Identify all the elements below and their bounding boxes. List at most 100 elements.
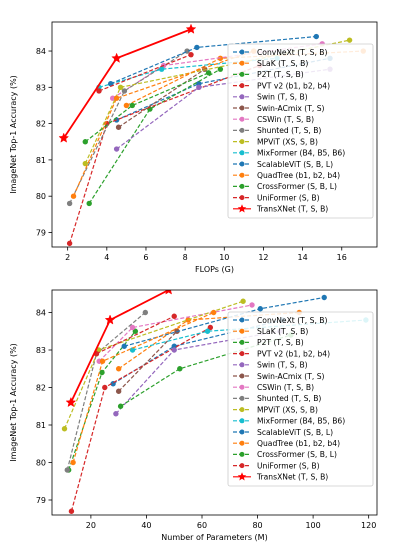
legend-label: ScalableViT (S, B, L) — [257, 428, 333, 437]
data-point — [68, 508, 75, 514]
series-14 — [96, 51, 194, 94]
x-axis-label: FLOPs (G) — [195, 265, 234, 274]
legend-entry: CrossFormer (S, B, L) — [233, 182, 337, 191]
legend-marker — [239, 105, 245, 111]
y-tick-label: 81 — [36, 421, 46, 430]
legend-entry: Swin (T, S, B) — [233, 361, 308, 370]
data-point — [113, 95, 120, 101]
data-point — [249, 302, 255, 308]
legend-entry: CSWin (T, S, B) — [233, 383, 314, 392]
legend-entry: TransXNet (T, S, B) — [233, 472, 328, 482]
legend-label: Swin (T, S, B) — [257, 93, 308, 102]
data-point — [196, 84, 202, 91]
x-tick-label: 16 — [337, 253, 347, 262]
legend-marker — [237, 472, 247, 481]
data-point — [65, 396, 77, 408]
series-11 — [121, 294, 327, 349]
legend-label: PVT v2 (b1, b2, b4) — [257, 81, 330, 90]
legend-label: CrossFormer (S, B, L) — [257, 450, 337, 459]
x-tick-label: 8 — [183, 253, 188, 262]
y-tick-label: 79 — [36, 496, 46, 505]
legend-entry: ScalableViT (S, B, L) — [233, 428, 333, 437]
legend-marker — [239, 127, 245, 133]
legend-label: MPViT (XS, S, B) — [257, 405, 318, 414]
legend-entry: QuadTree (b1, b2, b4) — [233, 171, 340, 180]
x-tick-label: 100 — [305, 521, 320, 530]
legend-entry: TransXNet (T, S, B) — [233, 204, 328, 214]
x-tick-label: 2 — [65, 253, 70, 262]
axes-frame — [51, 21, 378, 248]
legend-label: CSWin (T, S, B) — [257, 383, 314, 392]
data-point — [82, 160, 88, 167]
data-point — [194, 44, 200, 51]
series-line — [98, 57, 278, 88]
data-point — [70, 459, 76, 466]
data-point — [61, 426, 68, 432]
data-point — [102, 384, 108, 391]
legend-entry: Shunted (T, S, B) — [233, 126, 321, 135]
legend-label: QuadTree (b1, b2, b4) — [257, 171, 340, 180]
data-point — [210, 309, 217, 316]
legend-marker — [239, 407, 245, 413]
data-point — [108, 80, 114, 87]
legend-marker — [239, 440, 245, 446]
y-tick-label: 83 — [36, 346, 46, 355]
data-point — [123, 102, 130, 109]
legend-entry: SLaK (T, S, B) — [233, 59, 308, 68]
data-point — [129, 347, 136, 353]
data-point — [115, 388, 122, 394]
legend-marker — [239, 116, 245, 122]
legend-marker — [239, 451, 245, 457]
legend-label: ConvNeXt (T, S, B) — [257, 316, 327, 325]
legend-marker — [239, 418, 245, 424]
legend-entry: ScalableViT (S, B, L) — [233, 160, 333, 169]
legend-label: MPViT (XS, S, B) — [257, 137, 318, 146]
legend-marker — [239, 351, 245, 357]
series-line — [98, 54, 192, 92]
data-point — [64, 467, 70, 473]
legend-marker — [239, 60, 245, 66]
legend-entry: PVT v2 (b1, b2, b4) — [233, 349, 330, 358]
plot-area — [58, 23, 366, 247]
data-point — [121, 88, 128, 94]
legend-marker — [239, 172, 245, 178]
x-axis-label: Number of Parameters (M) — [161, 533, 267, 542]
legend-entry: P2T (T, S, B) — [233, 338, 304, 347]
x-tick-label: 60 — [197, 521, 207, 530]
data-point — [132, 328, 139, 334]
legend-marker — [239, 71, 245, 77]
y-tick-label: 80 — [36, 192, 46, 201]
legend-marker — [239, 362, 245, 368]
data-point — [111, 52, 122, 63]
legend-label: ConvNeXt (T, S, B) — [257, 48, 327, 57]
x-tick-label: 6 — [143, 253, 148, 262]
data-point — [66, 200, 73, 207]
series-12 — [70, 309, 217, 466]
series-line — [66, 312, 146, 471]
data-point — [58, 132, 70, 143]
x-tick-label: 14 — [298, 253, 308, 262]
legend-marker — [239, 328, 245, 334]
legend-marker — [239, 94, 245, 100]
data-point — [117, 403, 124, 409]
legend-label: CrossFormer (S, B, L) — [257, 182, 337, 191]
legend-marker — [239, 317, 245, 323]
data-point — [121, 343, 127, 349]
legend-entry: ConvNeXt (T, S, B) — [233, 316, 327, 325]
legend: ConvNeXt (T, S, B) SLaK (T, S, B) P2T (T, … — [227, 311, 374, 487]
legend-entry: Swin-ACmix (T, S) — [233, 372, 325, 381]
legend-label: SLaK (T, S, B) — [257, 327, 308, 336]
legend-marker — [239, 195, 245, 201]
legend-marker — [239, 183, 245, 189]
data-point — [115, 366, 122, 372]
legend-entry: QuadTree (b1, b2, b4) — [233, 439, 340, 448]
series-line — [118, 330, 178, 392]
data-point — [158, 66, 165, 72]
data-point — [313, 33, 320, 40]
legend-label: CSWin (T, S, B) — [257, 115, 314, 124]
legend-entry: MixFormer (B4, B5, B6) — [233, 417, 345, 426]
legend-label: PVT v2 (b1, b2, b4) — [257, 349, 330, 358]
data-point — [99, 358, 106, 364]
legend-label: TransXNet (T, S, B) — [256, 205, 328, 214]
legend-box — [227, 43, 374, 219]
